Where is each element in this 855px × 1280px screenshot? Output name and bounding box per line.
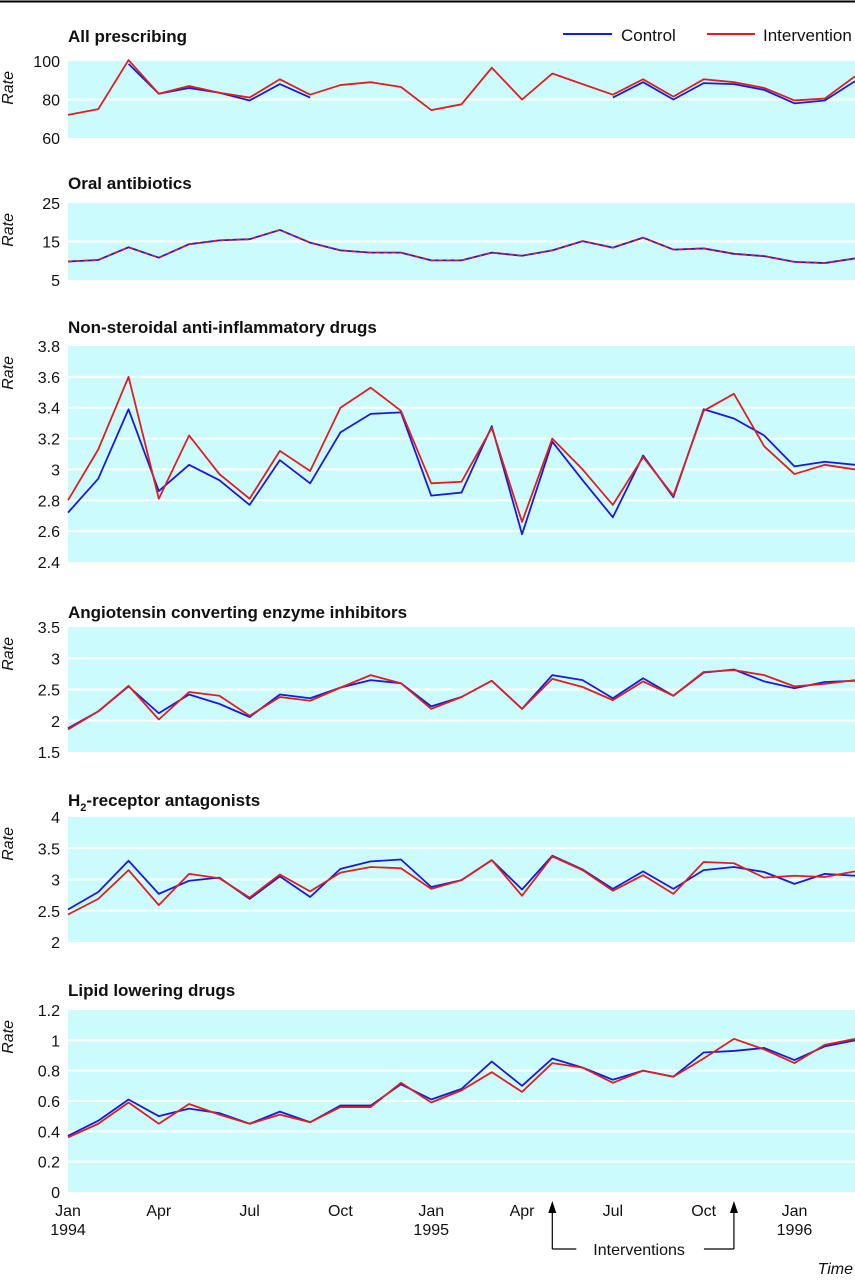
legend-label-intervention: Intervention bbox=[763, 26, 852, 45]
y-tick-label: 100 bbox=[33, 54, 60, 71]
x-tick-month: Jan bbox=[782, 1203, 808, 1220]
y-tick-label: 80 bbox=[42, 93, 60, 110]
y-tick-label: 2.5 bbox=[38, 904, 60, 921]
x-tick-month: Jan bbox=[55, 1203, 81, 1220]
y-tick-label: 3.5 bbox=[38, 620, 60, 637]
y-tick-label: 0.8 bbox=[38, 1064, 60, 1081]
y-tick-label: 3 bbox=[51, 462, 60, 479]
y-axis-label: Rate bbox=[0, 1020, 17, 1054]
panel-background bbox=[68, 346, 855, 562]
panel-title: Oral antibiotics bbox=[68, 174, 192, 193]
y-tick-label: 3 bbox=[51, 873, 60, 890]
y-tick-label: 4 bbox=[51, 810, 60, 827]
y-tick-label: 2.6 bbox=[38, 524, 60, 541]
x-tick-year: 1994 bbox=[50, 1222, 86, 1239]
y-tick-label: 2 bbox=[51, 714, 60, 731]
y-tick-label: 3.5 bbox=[38, 841, 60, 858]
panel-4: 1.5 2 2.5 3 3.5 Angiotensin converting enzyme… bbox=[0, 603, 855, 762]
x-tick-month: Apr bbox=[510, 1203, 536, 1220]
panel-title: Non-steroidal anti-inflammatory drugs bbox=[68, 318, 377, 337]
interventions-annotation: Interventions bbox=[548, 1201, 738, 1259]
series-line-intervention bbox=[67, 1037, 855, 1139]
y-axis-label: Rate bbox=[0, 827, 17, 861]
x-tick-month: Jan bbox=[418, 1203, 444, 1220]
panel-5: 2 2.5 3 3.5 4 H2-receptor antagonists Rate bbox=[0, 791, 855, 952]
y-axis-label: Rate bbox=[0, 213, 17, 247]
y-tick-label: 15 bbox=[42, 235, 60, 252]
intervention-arrow-head bbox=[729, 1201, 738, 1213]
panel-3: 2.4 2.6 2.8 3 3.2 3.4 3.6 3.8 Non-steroidal anti… bbox=[0, 318, 855, 572]
series-line-intervention bbox=[67, 59, 855, 116]
y-tick-label: 3.2 bbox=[38, 432, 60, 449]
y-tick-label: 60 bbox=[42, 131, 60, 148]
y-tick-label: 2.4 bbox=[38, 555, 60, 572]
x-tick-month: Jul bbox=[239, 1203, 259, 1220]
y-tick-label: 1 bbox=[51, 1033, 60, 1050]
panel-title: Angiotensin converting enzyme inhibitors bbox=[68, 603, 407, 622]
y-tick-label: 3.8 bbox=[38, 339, 60, 356]
y-tick-label: 2.5 bbox=[38, 683, 60, 700]
legend-label-control: Control bbox=[621, 26, 676, 45]
x-axis: Jan 1994 Apr Jul Oct Jan 1995 Apr Jul Oct Jan 1996 T… bbox=[50, 1203, 853, 1278]
x-tick-month: Apr bbox=[146, 1203, 172, 1220]
series-line-intervention bbox=[67, 375, 855, 523]
y-tick-label: 0.4 bbox=[38, 1124, 60, 1141]
y-tick-label: 5 bbox=[51, 273, 60, 290]
panel-title: All prescribing bbox=[68, 27, 187, 46]
y-tick-label: 0.2 bbox=[38, 1155, 60, 1172]
x-axis-label: Time bbox=[818, 1261, 854, 1278]
legend: Control Intervention bbox=[563, 26, 852, 45]
y-tick-label: 2.8 bbox=[38, 493, 60, 510]
y-tick-label: 3.4 bbox=[38, 401, 60, 418]
y-axis-label: Rate bbox=[0, 71, 17, 105]
y-tick-label: 2 bbox=[51, 935, 60, 952]
panel-title: Lipid lowering drugs bbox=[68, 981, 235, 1000]
x-tick-year: 1995 bbox=[413, 1222, 449, 1239]
y-axis-label: Rate bbox=[0, 356, 17, 390]
series-line-intervention bbox=[67, 669, 855, 731]
y-tick-label: 25 bbox=[42, 196, 60, 213]
intervention-arrow-head bbox=[548, 1201, 557, 1213]
y-tick-label: 1.2 bbox=[38, 1003, 60, 1020]
panel-1: 60 80 100 All prescribing Rate bbox=[0, 27, 855, 148]
interventions-label: Interventions bbox=[593, 1242, 685, 1259]
panel-title: H2-receptor antagonists bbox=[68, 791, 260, 814]
y-tick-label: 3.6 bbox=[38, 370, 60, 387]
y-tick-label: 3 bbox=[51, 651, 60, 668]
series-line-intervention bbox=[67, 229, 855, 264]
series-line-control bbox=[67, 1039, 855, 1137]
y-tick-label: 0 bbox=[51, 1185, 60, 1202]
x-tick-month: Oct bbox=[328, 1203, 353, 1220]
y-tick-label: 1.5 bbox=[38, 745, 60, 762]
x-tick-month: Oct bbox=[691, 1203, 716, 1220]
x-tick-month: Jul bbox=[603, 1203, 623, 1220]
series-line-control bbox=[67, 408, 855, 536]
panel-2: 5 15 25 Oral antibiotics Rate bbox=[0, 174, 855, 290]
x-tick-year: 1996 bbox=[777, 1222, 813, 1239]
y-tick-label: 0.6 bbox=[38, 1094, 60, 1111]
panel-6: 0 0.2 0.4 0.6 0.8 1 1.2 Lipid lowering drugs Rat… bbox=[0, 981, 855, 1202]
y-axis-label: Rate bbox=[0, 637, 17, 671]
series-line-intervention bbox=[67, 855, 855, 916]
